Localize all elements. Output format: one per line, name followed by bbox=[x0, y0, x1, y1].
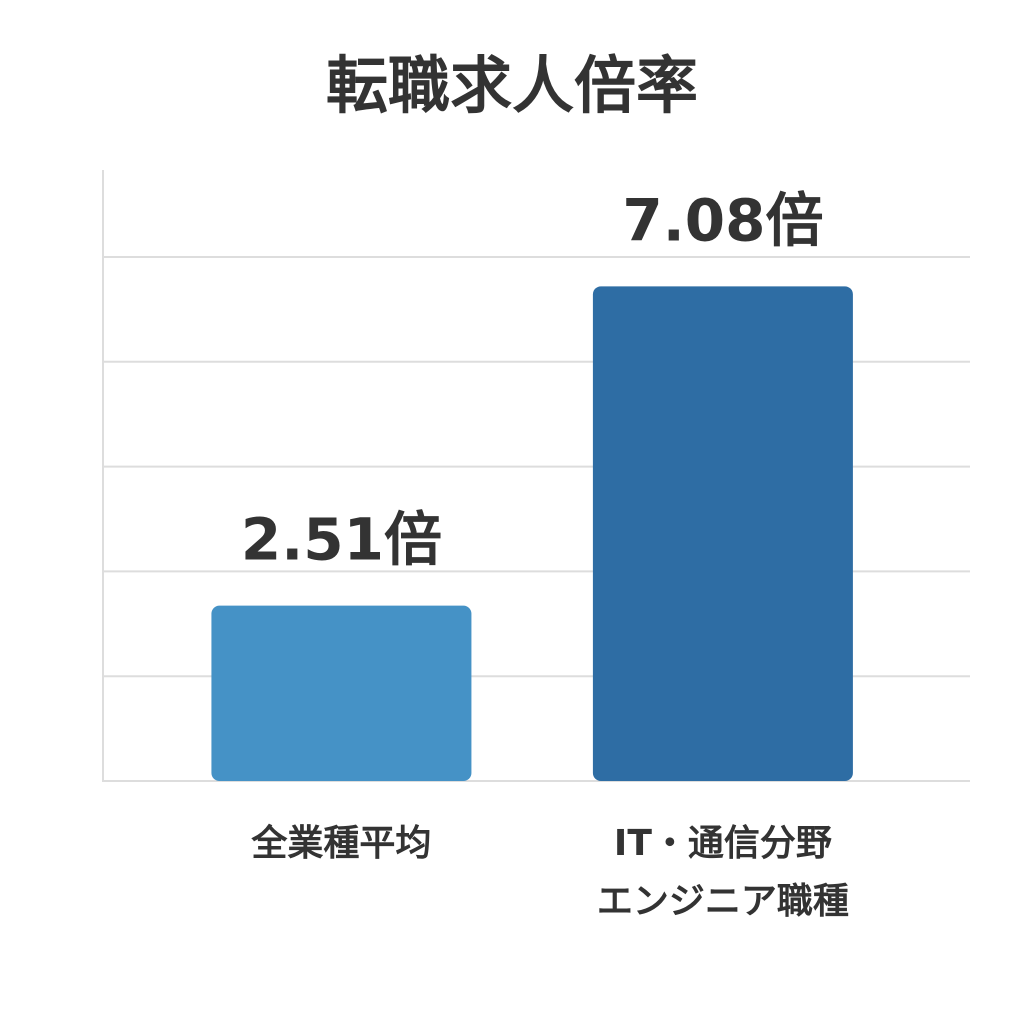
x-tick-label-line: エンジニア職種 bbox=[597, 881, 849, 922]
bar bbox=[592, 286, 853, 781]
x-tick-label-line: 全業種平均 bbox=[250, 822, 431, 864]
bar bbox=[211, 605, 472, 781]
x-tick-label-line: IT・通信分野 bbox=[614, 823, 832, 864]
x-tick-label: IT・通信分野エンジニア職種 bbox=[597, 823, 849, 922]
chart-title: 転職求人倍率 bbox=[326, 49, 698, 122]
value-label: 2.51倍 bbox=[241, 506, 442, 574]
value-label: 7.08倍 bbox=[622, 186, 823, 254]
x-tick-label: 全業種平均 bbox=[250, 822, 431, 864]
